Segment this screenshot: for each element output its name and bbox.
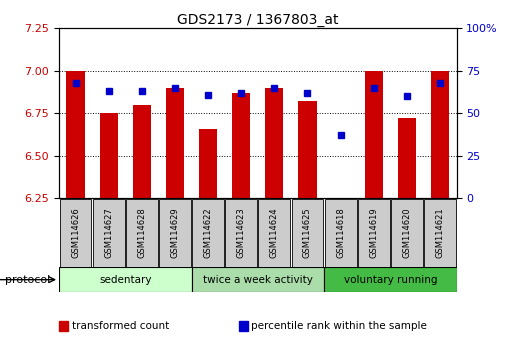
Bar — [67, 71, 85, 198]
FancyBboxPatch shape — [93, 199, 125, 267]
Text: GSM114624: GSM114624 — [270, 207, 279, 258]
Bar — [232, 93, 250, 198]
FancyBboxPatch shape — [358, 199, 390, 267]
Text: GSM114619: GSM114619 — [369, 207, 378, 258]
FancyBboxPatch shape — [424, 199, 456, 267]
Bar — [199, 129, 217, 198]
Text: voluntary running: voluntary running — [344, 275, 437, 285]
Bar — [299, 101, 317, 198]
FancyBboxPatch shape — [60, 199, 91, 267]
FancyBboxPatch shape — [159, 199, 191, 267]
Text: percentile rank within the sample: percentile rank within the sample — [251, 321, 427, 331]
FancyBboxPatch shape — [391, 199, 423, 267]
Bar — [398, 118, 416, 198]
Bar — [59, 267, 191, 292]
Bar — [100, 113, 118, 198]
Text: GSM114626: GSM114626 — [71, 207, 80, 258]
Bar — [133, 105, 151, 198]
Text: transformed count: transformed count — [72, 321, 169, 331]
Bar — [431, 71, 449, 198]
FancyBboxPatch shape — [126, 199, 157, 267]
Text: GSM114625: GSM114625 — [303, 207, 312, 258]
Bar — [166, 88, 184, 198]
Bar — [365, 71, 383, 198]
Text: GSM114628: GSM114628 — [137, 207, 146, 258]
FancyBboxPatch shape — [291, 199, 323, 267]
Text: GSM114627: GSM114627 — [104, 207, 113, 258]
FancyBboxPatch shape — [225, 199, 257, 267]
Text: twice a week activity: twice a week activity — [203, 275, 313, 285]
Text: protocol: protocol — [5, 275, 50, 285]
FancyBboxPatch shape — [259, 199, 290, 267]
Text: GSM114621: GSM114621 — [436, 207, 444, 258]
Text: GSM114629: GSM114629 — [170, 207, 180, 258]
Text: GSM114618: GSM114618 — [336, 207, 345, 258]
FancyBboxPatch shape — [325, 199, 357, 267]
Title: GDS2173 / 1367803_at: GDS2173 / 1367803_at — [177, 13, 339, 27]
FancyBboxPatch shape — [192, 199, 224, 267]
Bar — [324, 267, 457, 292]
Text: GSM114623: GSM114623 — [236, 207, 246, 258]
Bar — [265, 88, 284, 198]
Bar — [191, 267, 324, 292]
Text: GSM114620: GSM114620 — [402, 207, 411, 258]
Text: sedentary: sedentary — [99, 275, 151, 285]
Text: GSM114622: GSM114622 — [204, 207, 212, 258]
